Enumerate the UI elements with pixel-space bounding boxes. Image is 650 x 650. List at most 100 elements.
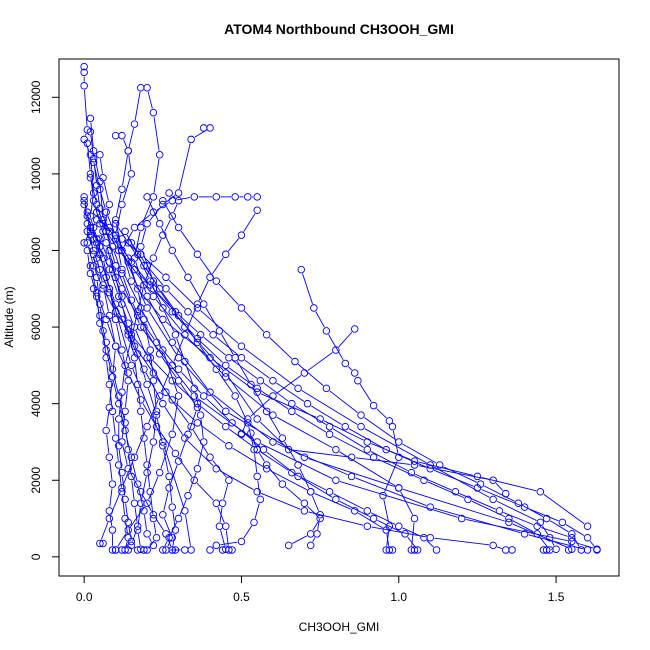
data-point [159,438,167,446]
data-point [168,503,177,511]
series-segment [218,372,234,393]
data-point [105,258,114,266]
series-segment [151,284,162,305]
data-point [489,495,497,504]
data-point [127,277,136,285]
series-segment [138,488,144,507]
series-segment [137,534,141,546]
data-point [284,445,293,454]
series-segment [109,380,113,404]
data-point [99,285,107,293]
data-point [294,461,302,469]
series-segment [270,470,308,491]
data-point [124,465,132,473]
series-segment [364,428,427,464]
data-point [341,422,350,431]
data-point [83,212,92,220]
series-segment [259,452,265,462]
data-point [105,453,114,462]
series-segment [386,534,390,546]
series-segment [234,425,261,448]
data-point [363,507,372,515]
data-point [118,546,126,554]
series-segment [138,292,144,316]
data-point [133,480,142,488]
series-segment [236,399,247,420]
series-segment [228,238,240,252]
data-point [143,546,151,554]
data-point [244,193,252,201]
data-point [83,139,92,148]
data-point [130,223,139,232]
series-segment [137,388,141,408]
data-point [190,384,199,393]
data-point [218,499,227,507]
data-point [80,62,88,71]
series-segment [87,220,91,232]
series-segment [135,430,146,454]
data-point [105,380,114,389]
data-point [552,545,560,553]
data-point [250,445,258,454]
series-segment [142,495,152,512]
series-segment [172,534,176,546]
series-segment [213,394,270,440]
data-point [363,438,372,446]
data-point [288,468,296,477]
data-point [111,231,120,239]
data-point [127,361,136,370]
x-tick-label: 0.0 [76,590,93,604]
data-point [193,250,202,259]
data-point [86,231,95,239]
series-segment [170,464,178,485]
series-segment [163,445,184,508]
data-point [369,453,378,462]
data-point [127,296,136,305]
data-point [212,365,221,373]
series-segment [153,384,157,408]
data-point [146,277,154,285]
data-point [143,219,151,228]
series-segment [219,470,254,491]
series-segment [503,512,534,526]
series-segment [228,379,270,413]
data-point [332,495,340,504]
series-21 [93,208,576,554]
data-point [89,147,98,155]
data-point [108,526,117,534]
data-point [127,330,136,339]
series-segment [158,429,174,451]
series-segment [116,208,122,232]
data-point [288,407,296,416]
series-segment [103,262,109,285]
series-segment [153,158,160,193]
data-point [102,315,110,324]
data-point [300,507,309,515]
data-point [435,461,444,469]
data-point [140,546,148,554]
data-point [262,330,271,339]
chart-title: ATOM4 Northbound CH3OOH_GMI [224,21,454,37]
data-point [121,495,129,504]
series-segment [113,380,119,400]
series-segment [107,323,115,343]
series-segment [364,417,396,440]
series-segment [122,154,128,186]
series-segment [123,273,140,305]
data-point [190,476,199,485]
series-segment [84,204,87,212]
y-tick-label: 4000 [29,390,43,417]
data-point [102,426,110,435]
series-segment [90,181,97,201]
data-point [253,445,261,454]
data-point [105,288,114,297]
series-segment [123,139,128,148]
series-segment [172,400,179,431]
series-segment [161,357,177,378]
data-point [206,546,214,554]
data-point [215,522,224,530]
series-segment [106,411,110,427]
series-segment [84,208,88,220]
data-point [137,487,145,496]
series-31 [143,193,324,550]
